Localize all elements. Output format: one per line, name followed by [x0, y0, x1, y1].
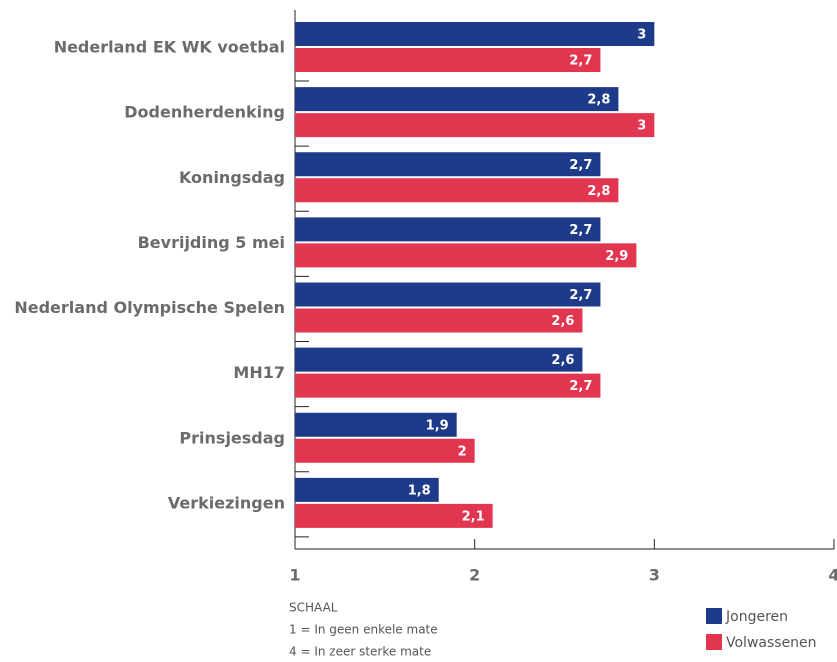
- bar: [295, 87, 619, 112]
- legend-label: Jongeren: [725, 609, 788, 625]
- value-label: 2,7: [569, 223, 592, 238]
- x-tick-label: 4: [828, 566, 837, 585]
- value-label: 2,1: [462, 509, 485, 524]
- bar: [295, 373, 601, 398]
- bar: [295, 308, 583, 333]
- value-label: 2,7: [569, 379, 592, 394]
- bar: [295, 347, 583, 372]
- category-label: Bevrijding 5 mei: [138, 233, 285, 252]
- value-label: 3: [637, 119, 646, 134]
- value-label: 3: [637, 28, 646, 43]
- legend-swatch: [706, 608, 722, 624]
- category-label: Koningsdag: [179, 168, 285, 187]
- bar: [295, 243, 637, 268]
- bar: [295, 22, 655, 46]
- value-label: 2,7: [569, 158, 592, 173]
- value-label: 2,6: [551, 353, 574, 368]
- category-label: Nederland Olympische Spelen: [14, 298, 285, 317]
- bar: [295, 152, 601, 177]
- x-tick-label: 2: [469, 566, 480, 585]
- x-tick-label: 3: [649, 566, 660, 585]
- scale-note: 4 = In zeer sterke mate: [289, 645, 431, 659]
- value-label: 2,7: [569, 54, 592, 69]
- bar: [295, 438, 475, 463]
- bar: [295, 477, 439, 502]
- category-label: Nederland EK WK voetbal: [54, 38, 285, 57]
- scale-note: SCHAAL: [289, 601, 338, 615]
- value-label: 2,8: [587, 93, 610, 108]
- legend-label: Volwassenen: [726, 635, 817, 651]
- scale-note: 1 = In geen enkele mate: [289, 623, 438, 637]
- value-label: 2,6: [551, 314, 574, 329]
- category-label: MH17: [233, 363, 285, 382]
- x-tick-label: 1: [289, 566, 300, 585]
- value-label: 2: [458, 444, 467, 459]
- bar: [295, 48, 601, 72]
- bar: [295, 412, 457, 437]
- category-label: Dodenherdenking: [124, 103, 285, 122]
- bar: [295, 503, 493, 528]
- value-label: 2,8: [587, 184, 610, 199]
- legend-swatch: [706, 634, 722, 650]
- value-label: 1,9: [426, 418, 449, 433]
- value-label: 2,7: [569, 288, 592, 303]
- bar: [295, 113, 655, 138]
- bar: [295, 217, 601, 242]
- bar: [295, 178, 619, 203]
- value-label: 2,9: [605, 249, 628, 264]
- value-label: 1,8: [408, 483, 431, 498]
- category-label: Prinsjesdag: [179, 428, 285, 447]
- category-label: Verkiezingen: [168, 493, 285, 512]
- bar: [295, 282, 601, 307]
